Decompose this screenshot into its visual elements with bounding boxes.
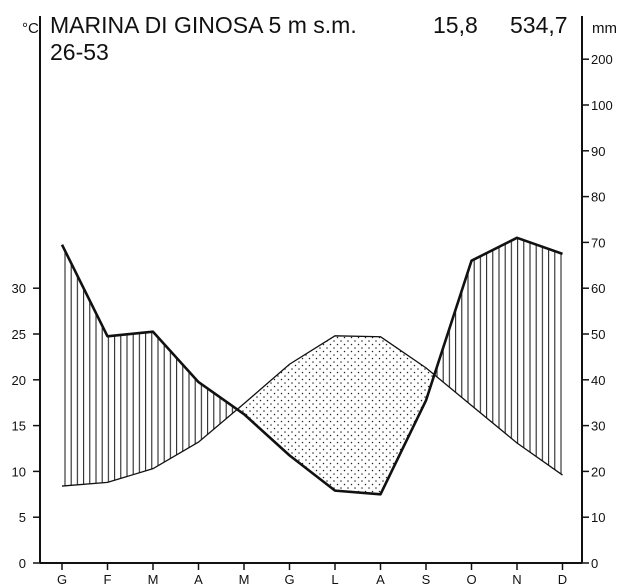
- precipitation-line: [60, 236, 563, 496]
- month-label: S: [422, 572, 431, 587]
- fill-areas: [62, 237, 563, 495]
- arid-area: [244, 364, 290, 456]
- humid-area: [517, 237, 563, 476]
- precip-tick-label: 40: [591, 373, 605, 388]
- temp-tick-label: 15: [12, 419, 26, 434]
- temp-tick-label: 10: [12, 464, 26, 479]
- humid-area: [198, 382, 238, 443]
- temp-tick-label: 30: [12, 281, 26, 296]
- month-label: O: [466, 572, 476, 587]
- precip-tick-label: 200: [591, 52, 613, 67]
- temperature-line: [61, 335, 563, 487]
- month-label: D: [558, 572, 567, 587]
- temp-tick-label: 20: [12, 373, 26, 388]
- month-label: L: [331, 572, 338, 587]
- right-axis-unit: mm: [592, 20, 617, 37]
- left-axis-unit: °C: [22, 20, 39, 37]
- precip-tick-label: 50: [591, 327, 605, 342]
- precip-tick-label: 70: [591, 235, 605, 250]
- humid-area: [107, 331, 153, 483]
- annual-precipitation: 534,7: [510, 12, 568, 38]
- mean-temperature: 15,8: [433, 12, 478, 38]
- precip-tick-label: 100: [591, 98, 613, 113]
- station-title: MARINA DI GINOSA 5 m s.m.: [50, 12, 357, 38]
- month-label: F: [104, 572, 112, 587]
- precip-tick-label: 0: [591, 556, 598, 571]
- period-label: 26-53: [50, 39, 109, 65]
- temp-tick-label: 0: [19, 556, 26, 571]
- precip-tick-label: 60: [591, 281, 605, 296]
- humid-area: [434, 260, 472, 406]
- arid-area: [335, 335, 381, 495]
- humid-area: [153, 331, 199, 469]
- temp-tick-label: 25: [12, 327, 26, 342]
- month-label: A: [376, 572, 385, 587]
- month-label: M: [239, 572, 250, 587]
- axis-ticks: 0 5 10 15 20 25 30 0 10 20 30 40 50 60 70 80 90 100 200 G F M…: [12, 52, 613, 587]
- month-label: G: [284, 572, 294, 587]
- humid-area: [471, 237, 517, 444]
- arid-area: [289, 335, 335, 491]
- humid-area: [62, 244, 108, 487]
- month-label: M: [148, 572, 159, 587]
- arid-area: [380, 336, 426, 495]
- month-label: N: [512, 572, 521, 587]
- precip-tick-label: 90: [591, 144, 605, 159]
- series-lines: [60, 236, 563, 496]
- temp-tick-label: 5: [19, 510, 26, 525]
- precip-tick-label: 10: [591, 510, 605, 525]
- precip-tick-label: 30: [591, 419, 605, 434]
- month-label: G: [57, 572, 67, 587]
- precip-tick-label: 20: [591, 464, 605, 479]
- month-label: A: [194, 572, 203, 587]
- precip-tick-label: 80: [591, 190, 605, 205]
